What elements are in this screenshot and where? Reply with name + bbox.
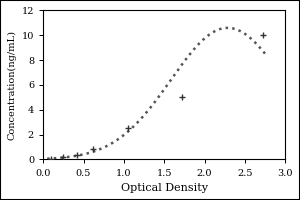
Y-axis label: Concentration(ng/mL): Concentration(ng/mL) [7, 30, 16, 140]
X-axis label: Optical Density: Optical Density [121, 183, 208, 193]
